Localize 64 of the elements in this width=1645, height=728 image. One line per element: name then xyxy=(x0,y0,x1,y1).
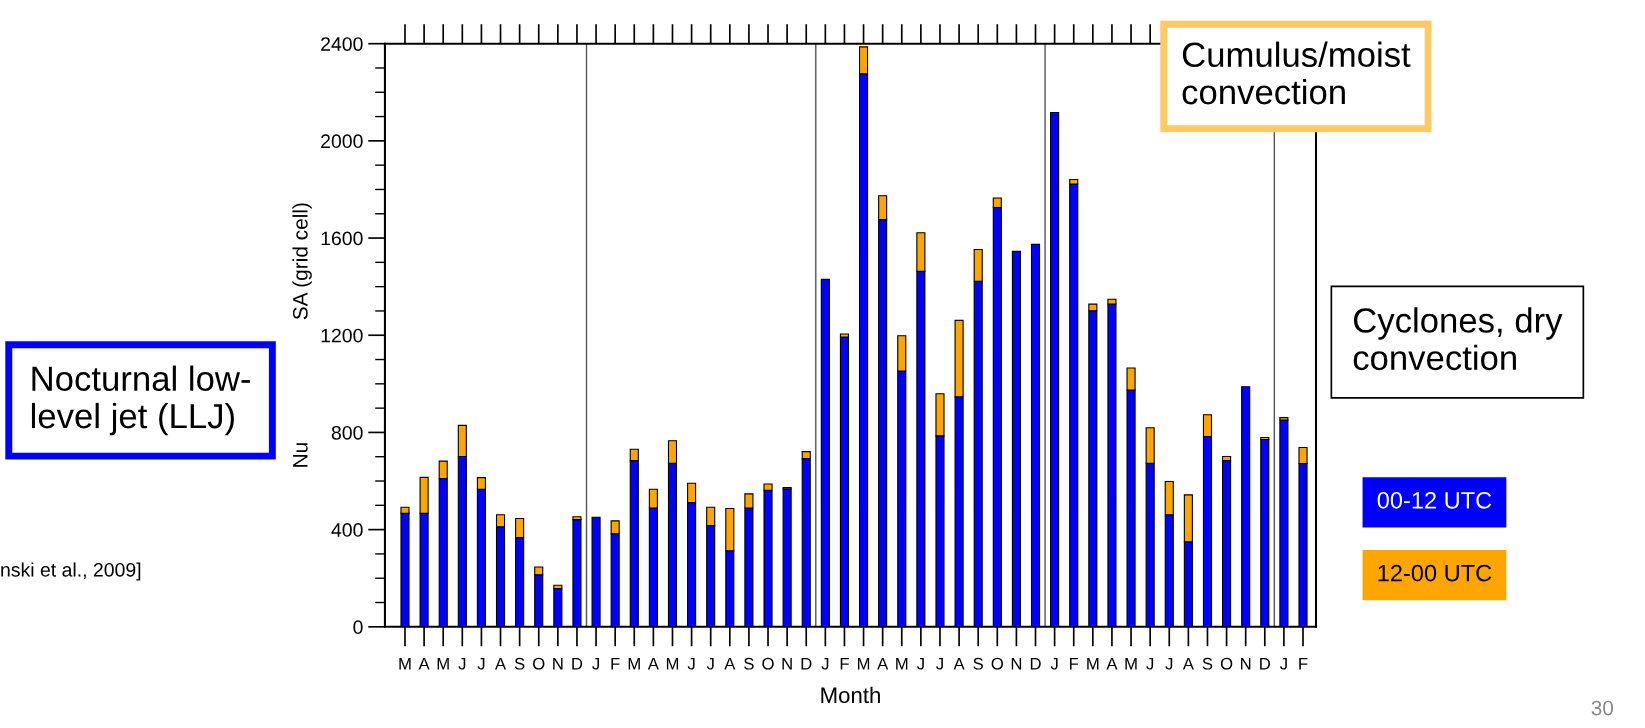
y-tick-label: 2400 xyxy=(321,37,363,51)
x-tick-label: J xyxy=(1279,657,1287,670)
text: 12-00 UTC xyxy=(1378,564,1492,582)
x-tick-label: M xyxy=(857,657,870,670)
x-tick-label: J xyxy=(477,657,485,670)
x-tick-label: D xyxy=(801,657,812,670)
x-tick-label: J xyxy=(936,657,943,670)
x-tick-label: J xyxy=(706,657,714,670)
x-tick-label: N xyxy=(553,657,563,670)
x-tick-label: N xyxy=(1241,657,1251,670)
x-tick-label: J xyxy=(458,657,466,670)
x-tick-label: O xyxy=(762,657,774,670)
x-tick-label: J xyxy=(1146,657,1154,670)
x-tick-label: O xyxy=(533,657,545,670)
y-tick-label: 2000 xyxy=(321,134,363,149)
x-tick-label: M xyxy=(1125,657,1137,670)
annotation: Cumulus/moist convection xyxy=(1182,41,1411,105)
x-tick-label: S xyxy=(514,657,525,670)
x-tick-label: M xyxy=(399,657,411,670)
x-tick-label: J xyxy=(916,657,924,670)
text: Nocturnal low- level jet (LLJ) xyxy=(31,365,250,436)
x-tick-label: M xyxy=(896,657,908,670)
text: Cyclones, dry convection xyxy=(1353,307,1563,371)
x-tick-label: J xyxy=(821,657,829,670)
x-tick-label: D xyxy=(572,657,583,670)
x-tick-label: F xyxy=(1070,657,1079,670)
y-tick-label: 1600 xyxy=(321,231,363,246)
x-tick-label: N xyxy=(782,657,792,670)
x-tick-label: D xyxy=(1260,657,1271,670)
x-tick-label: F xyxy=(1299,657,1308,670)
x-tick-label: A xyxy=(1106,657,1118,670)
x-tick-label: J xyxy=(592,657,599,670)
x-tick-label: M xyxy=(666,657,679,670)
x-tick-label: J xyxy=(1165,657,1173,670)
x-tick-label: A xyxy=(953,657,965,670)
x-tick-label: M xyxy=(628,657,640,670)
x-tick-label: J xyxy=(687,657,695,670)
x-tick-label: F xyxy=(611,657,620,670)
x-tick-label: A xyxy=(724,657,736,670)
x-tick-label: M xyxy=(1087,657,1099,670)
x-tick-label: A xyxy=(495,657,507,670)
x-tick-label: S xyxy=(744,657,754,670)
y-tick-label: 0 xyxy=(353,620,363,635)
x-tick-label: N xyxy=(1011,657,1022,670)
y-tick-label: 1200 xyxy=(321,328,363,343)
x-tick-label: A xyxy=(647,657,659,670)
x-tick-label: J xyxy=(1050,657,1058,670)
x-tick-label: A xyxy=(1182,657,1194,670)
y-axis-title: Nu SA (grid cell) xyxy=(292,203,312,467)
text: nski et al., 2009] xyxy=(1,562,141,581)
x-tick-label: D xyxy=(1030,657,1041,670)
x-tick-label: S xyxy=(1202,657,1213,670)
x-tick-label: F xyxy=(840,657,849,670)
text: 00-12 UTC xyxy=(1377,491,1492,509)
x-tick-label: A xyxy=(418,657,430,670)
x-axis-title: Month xyxy=(821,686,880,704)
x-tick-label: O xyxy=(1220,657,1233,670)
x-tick-label: M xyxy=(437,657,449,670)
x-tick-label: A xyxy=(877,657,889,670)
x-tick-label: O xyxy=(991,657,1003,670)
text: 30 xyxy=(1591,700,1614,716)
y-tick-label: 400 xyxy=(331,523,363,537)
x-tick-label: S xyxy=(973,657,983,670)
y-tick-label: 800 xyxy=(331,425,363,440)
